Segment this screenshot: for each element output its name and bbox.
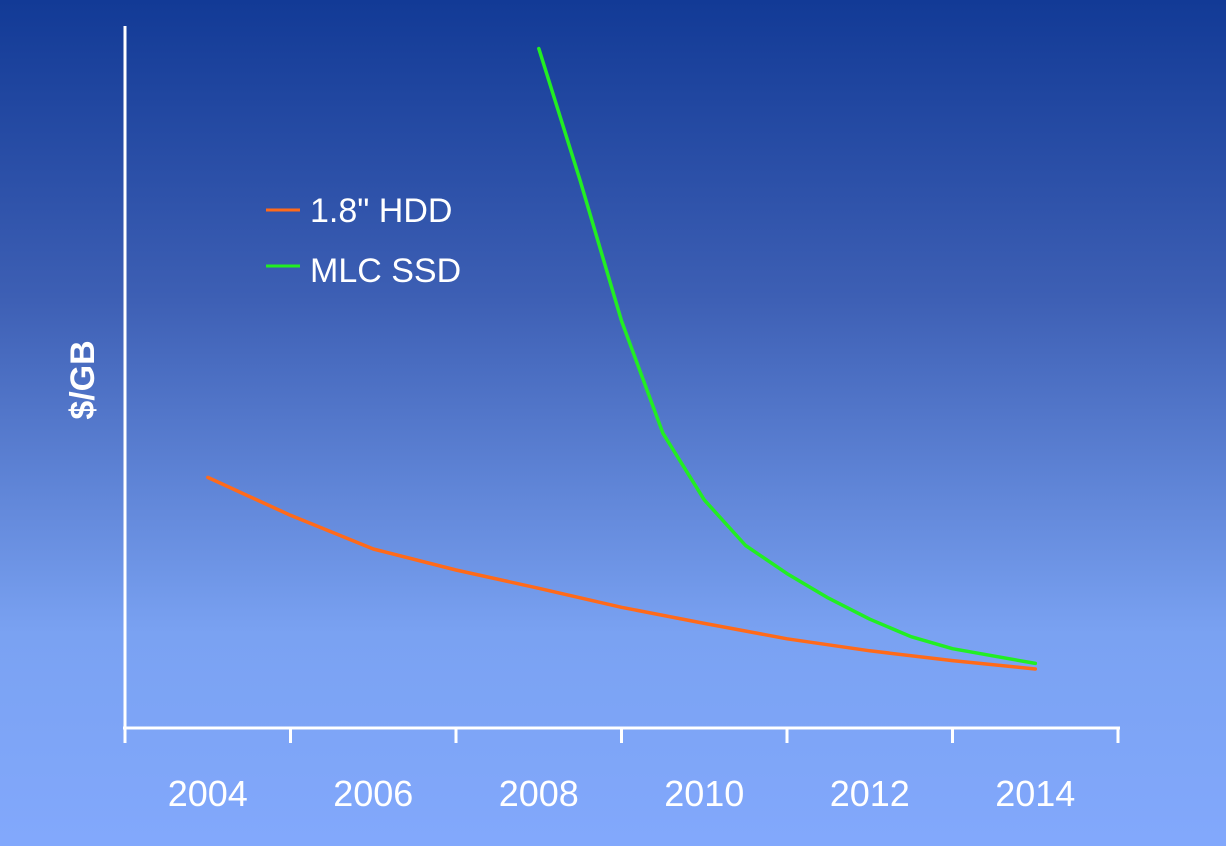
x-tick-label: 2008 bbox=[499, 773, 579, 814]
x-tick-label: 2010 bbox=[664, 773, 744, 814]
legend-label-hdd: 1.8" HDD bbox=[310, 192, 452, 230]
series-line-1 bbox=[537, 46, 1038, 666]
x-tick-labels: 2004 2006 2008 2010 2012 2014 bbox=[168, 773, 1076, 814]
legend: 1.8" HDD MLC SSD bbox=[266, 192, 461, 290]
x-ticks bbox=[123, 728, 1120, 743]
x-tick-label: 2004 bbox=[168, 773, 248, 814]
x-tick-label: 2006 bbox=[333, 773, 413, 814]
legend-label-ssd: MLC SSD bbox=[310, 252, 461, 290]
x-tick-label: 2012 bbox=[830, 773, 910, 814]
series-lines bbox=[206, 46, 1038, 671]
y-axis-title: $/GB bbox=[64, 340, 102, 419]
x-tick-label: 2014 bbox=[995, 773, 1075, 814]
series-line-0 bbox=[206, 475, 1038, 671]
